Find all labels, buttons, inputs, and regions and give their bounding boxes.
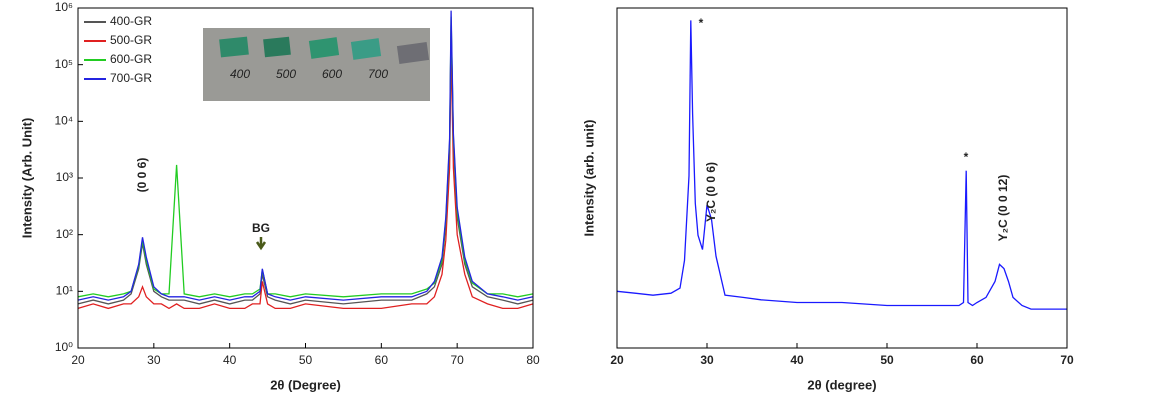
inset-label: 500 (276, 67, 296, 81)
series-line (616, 20, 1067, 310)
x-tick-label: 50 (880, 353, 894, 367)
y-tick-label: 10³ (56, 170, 73, 184)
x-tick-label: 30 (147, 353, 161, 367)
series-line (77, 10, 534, 301)
annotation: * (964, 150, 969, 164)
x-tick-label: 40 (790, 353, 804, 367)
x-tick-label: 30 (700, 353, 714, 367)
y-axis-label: Intensity (arb. unit) (581, 120, 596, 237)
x-axis-label: 2θ (Degree) (270, 377, 341, 392)
x-tick-label: 60 (375, 353, 389, 367)
x-tick-label: 80 (526, 353, 540, 367)
x-axis-label: 2θ (degree) (807, 377, 876, 392)
annotation: BG (252, 221, 270, 235)
y-axis-label: Intensity (Arb. Unit) (19, 118, 34, 239)
arrow (255, 237, 267, 251)
inset-label: 700 (368, 67, 388, 81)
legend-label: 700-GR (110, 71, 152, 85)
legend-label: 600-GR (110, 52, 152, 66)
sample (308, 37, 340, 59)
y-tick-label: 10⁶ (55, 0, 73, 14)
plot-frame (616, 7, 1068, 349)
inset-label: 600 (322, 67, 342, 81)
legend-label: 500-GR (110, 33, 152, 47)
x-tick-label: 40 (223, 353, 237, 367)
sample (219, 36, 249, 58)
sample (350, 38, 382, 60)
inset-label: 400 (230, 67, 250, 81)
sample (396, 41, 430, 65)
sample (263, 36, 291, 58)
annotation: (0 0 6) (135, 158, 149, 193)
series-line (77, 47, 534, 310)
y-tick-label: 10⁴ (54, 114, 73, 128)
x-tick-label: 20 (610, 353, 624, 367)
x-tick-label: 70 (1060, 353, 1074, 367)
x-tick-label: 70 (450, 353, 464, 367)
x-tick-label: 50 (299, 353, 313, 367)
annotation: Y₂C (0 0 12) (996, 175, 1010, 242)
y-tick-label: 10¹ (56, 284, 73, 298)
y-tick-label: 10⁰ (55, 340, 73, 354)
y-tick-label: 10² (56, 227, 73, 241)
legend-label: 400-GR (110, 14, 152, 28)
y-tick-label: 10⁵ (55, 57, 73, 71)
x-tick-label: 60 (970, 353, 984, 367)
annotation: Y₂C (0 0 6) (704, 162, 718, 222)
x-tick-label: 20 (71, 353, 85, 367)
annotation: * (699, 16, 704, 30)
